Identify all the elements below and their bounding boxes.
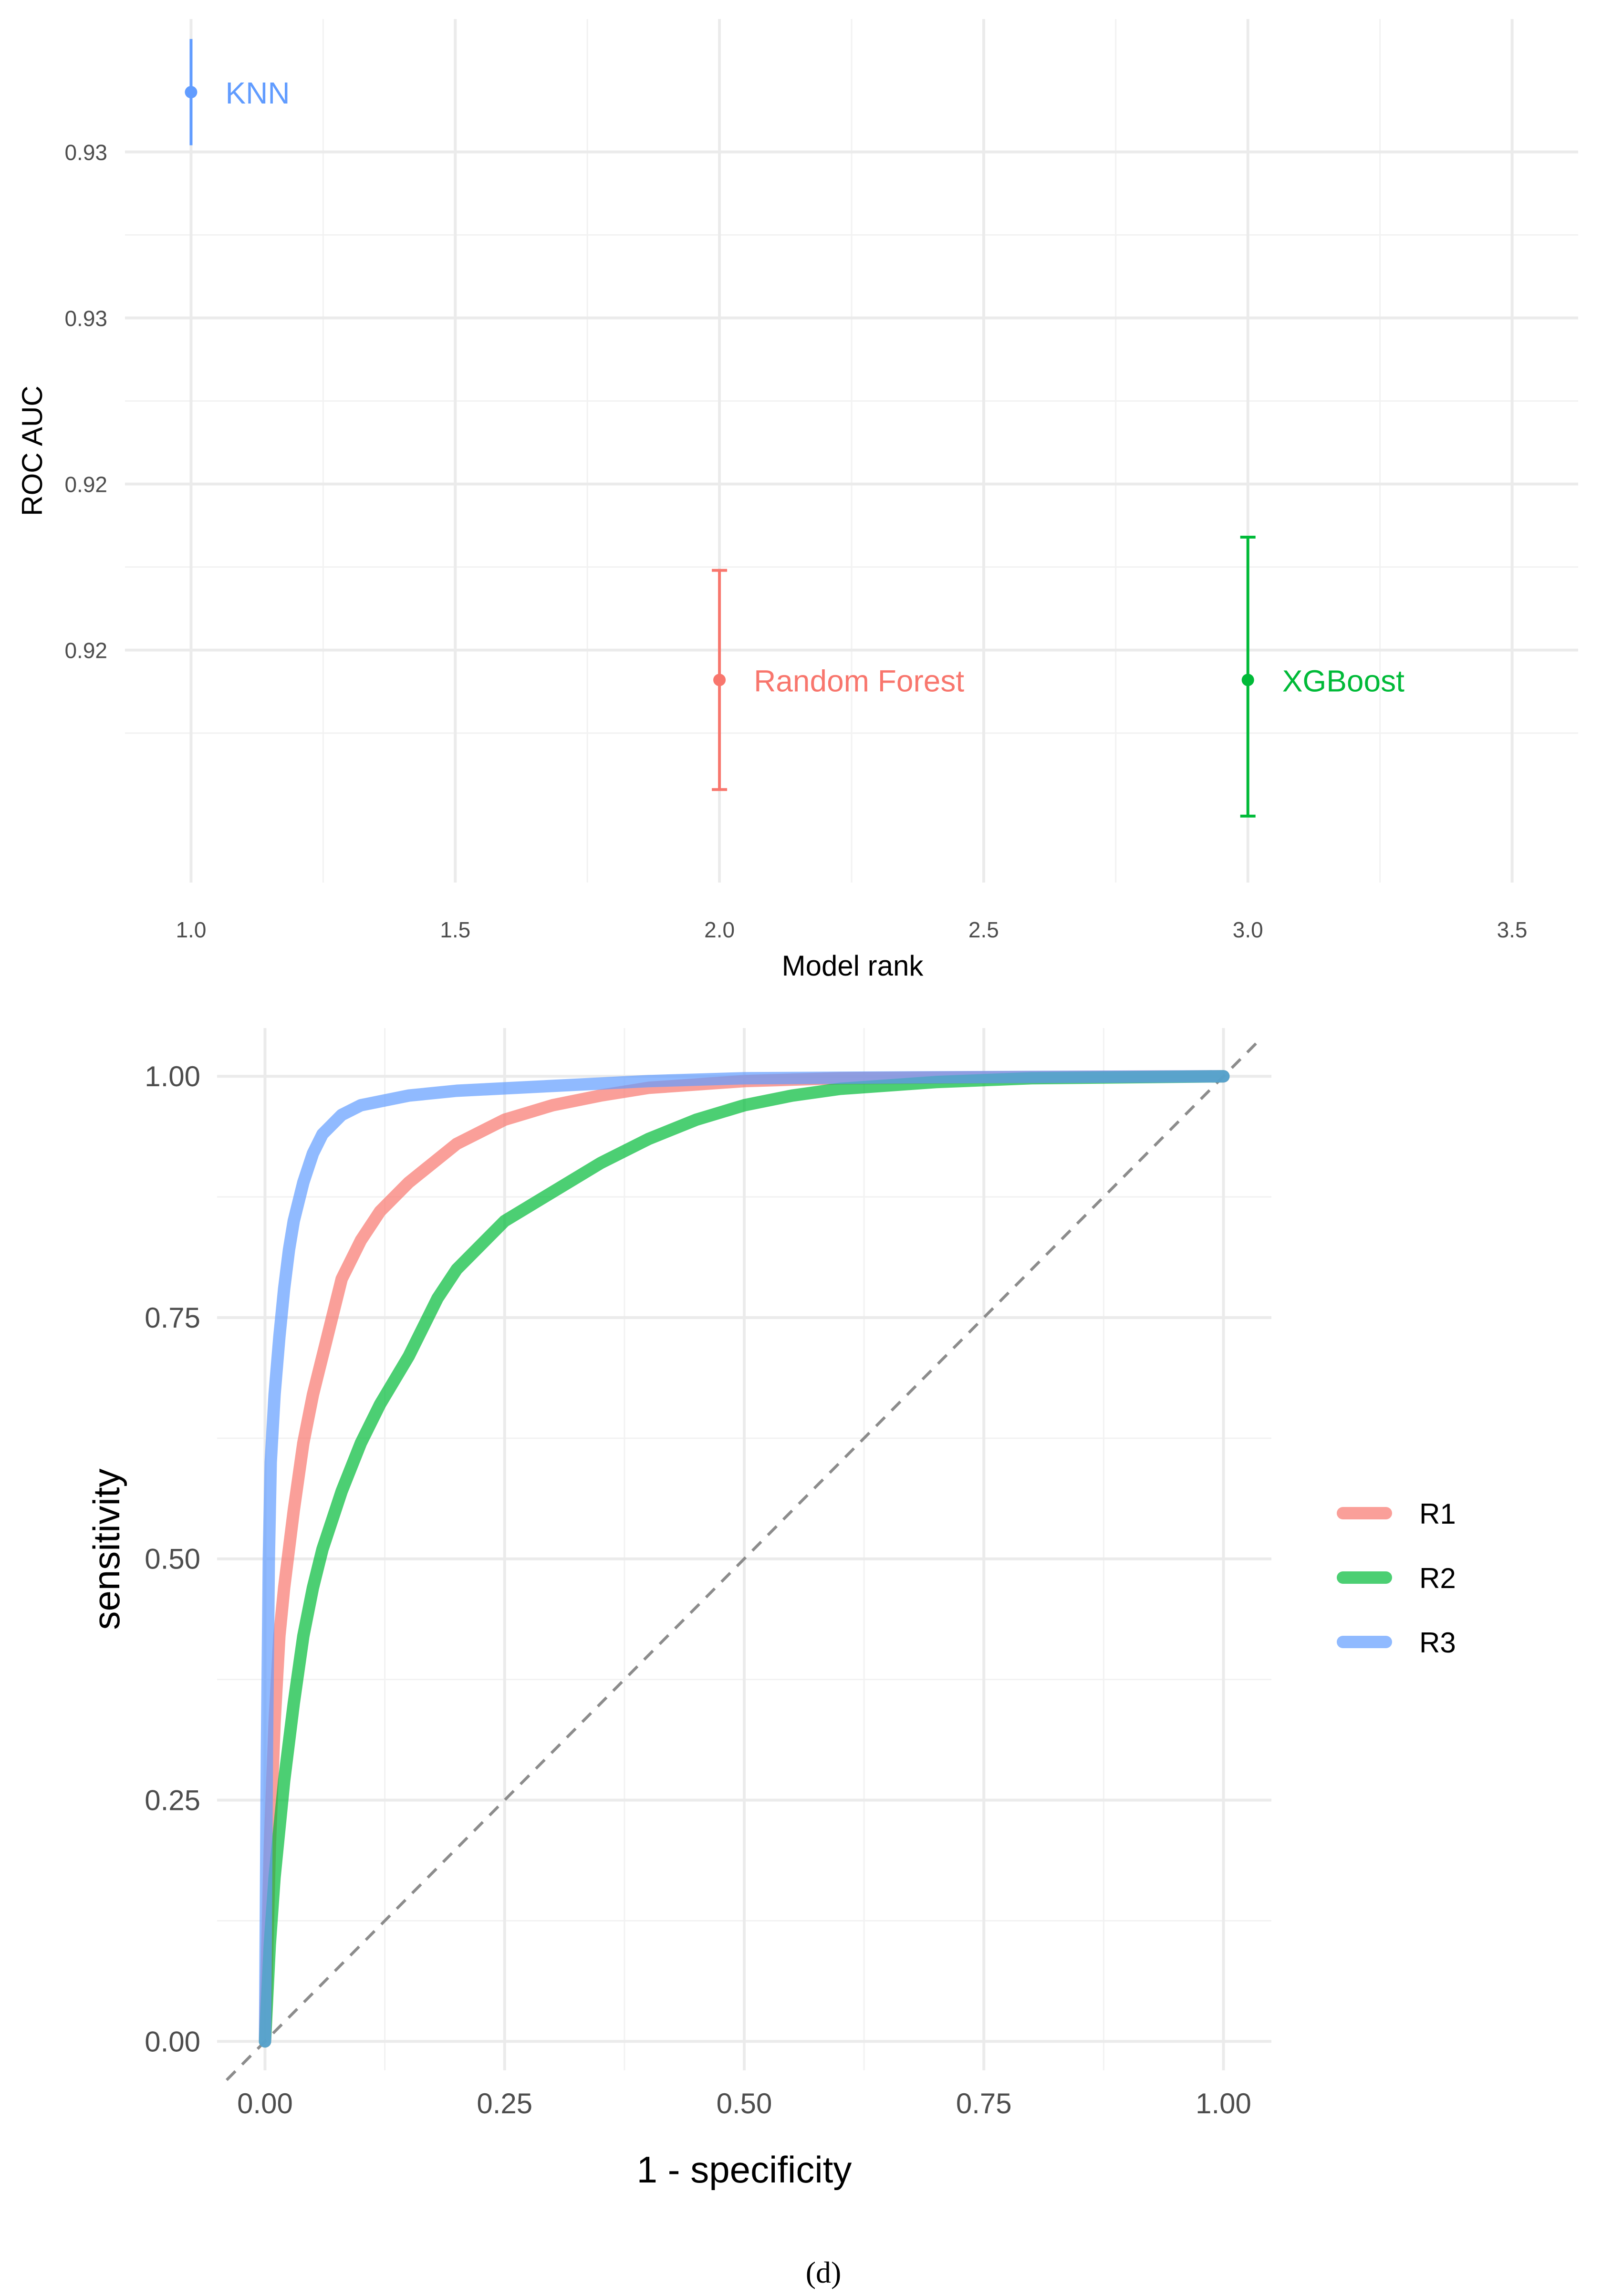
y-tick-label: 0.50: [145, 1543, 200, 1575]
legend-label: R1: [1419, 1498, 1456, 1530]
point-label: KNN: [225, 76, 290, 110]
y-tick-label: 0.92: [64, 638, 107, 663]
y-axis-title: sensitivity: [85, 1468, 127, 1630]
y-tick-label: 0.25: [145, 1785, 200, 1817]
roc-curve-r3: [259, 1070, 1230, 2048]
y-tick-label: 0.93: [64, 306, 107, 331]
roc-curve-chart: 0.00 0.25 0.50 0.75 1.00 0.00 0.25 0.50 0.75 1.00…: [85, 1028, 1456, 2191]
x-tick-label: 0.25: [477, 2088, 532, 2119]
y-tick-label: 1.00: [145, 1060, 200, 1092]
data-point: [185, 86, 198, 99]
y-tick-label: 0.93: [64, 140, 107, 165]
x-axis-title: 1 - specificity: [637, 2149, 852, 2191]
x-tick-label: 0.50: [717, 2088, 772, 2119]
x-tick-label: 2.5: [968, 917, 999, 942]
y-tick-label: 0.00: [145, 2026, 200, 2057]
x-tick-label: 1.5: [440, 917, 470, 942]
x-axis-title: Model rank: [782, 950, 924, 982]
x-tick-label: 1.00: [1196, 2088, 1251, 2119]
point-label: XGBoost: [1282, 664, 1404, 698]
y-tick-label: 0.92: [64, 472, 107, 497]
point-label: Random Forest: [754, 664, 964, 698]
figure-caption: (d): [806, 2255, 842, 2289]
model-rank-chart: 1.0 1.5 2.0 2.5 3.0 3.5 0.92 0.92 0.93 0.93 Model …: [16, 19, 1578, 982]
y-axis-title: ROC AUC: [16, 385, 48, 516]
x-tick-label: 3.5: [1497, 917, 1528, 942]
x-tick-label: 0.00: [237, 2088, 293, 2119]
legend-label: R2: [1419, 1562, 1456, 1594]
data-point: [1241, 674, 1254, 686]
x-tick-label: 2.0: [704, 917, 735, 942]
roc-curve-r2: [259, 1070, 1230, 2048]
y-tick-label: 0.75: [145, 1302, 200, 1334]
reference-diagonal: [225, 1037, 1263, 2081]
data-point: [713, 674, 726, 686]
x-tick-label: 1.0: [176, 917, 206, 942]
x-tick-label: 0.75: [956, 2088, 1012, 2119]
legend-label: R3: [1419, 1627, 1456, 1659]
x-tick-label: 3.0: [1233, 917, 1263, 942]
